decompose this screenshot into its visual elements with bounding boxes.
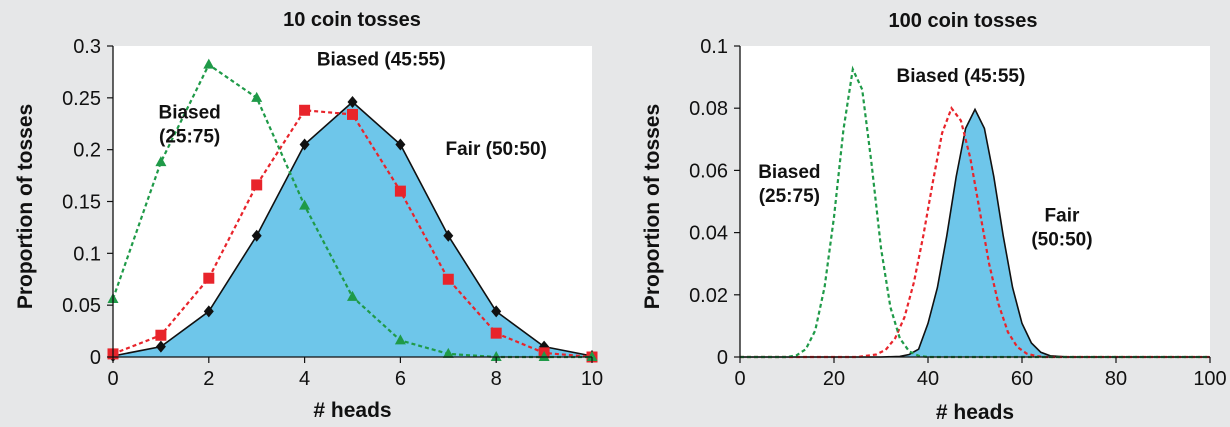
data-point-biased-25-75-1 [155, 156, 167, 167]
data-point-biased-25-75-6 [394, 334, 406, 345]
y-axis-label: Proportion of tosses [641, 104, 664, 309]
data-point-biased-45-55-3 [251, 179, 263, 191]
x-tick-label: 4 [299, 368, 310, 390]
data-point-fair-50-50-5 [347, 95, 358, 108]
series-line-biased-45-55 [740, 105, 1210, 359]
series-line-biased-25-75 [740, 65, 1210, 359]
y-tick-label: 0.1 [700, 36, 728, 58]
annotation-line: Fair (50:50) [446, 139, 547, 160]
series-area-fair-50-50 [740, 109, 1210, 358]
series-area-fair-50-50 [113, 102, 592, 357]
annotation-fair-50-50: Fair (50:50) [446, 139, 547, 160]
y-tick-label: 0.15 [62, 192, 101, 214]
chart-title: 10 coin tosses [283, 9, 421, 31]
data-point-biased-45-55-6 [394, 185, 406, 197]
x-tick-label: 8 [491, 368, 502, 390]
y-tick-label: 0.25 [62, 88, 101, 110]
series-biased-45-55 [740, 105, 1210, 359]
annotation-line: Biased (45:55) [896, 66, 1025, 87]
data-point-biased-25-75-5 [347, 290, 358, 301]
annotation-fair-50-50: Fair (50:50) [1031, 206, 1092, 251]
annotation-biased-45-55: Biased (45:55) [317, 50, 446, 71]
data-point-biased-25-75-9 [538, 351, 550, 361]
data-point-biased-45-55-4 [299, 104, 311, 116]
x-tick-label: 20 [823, 368, 845, 390]
annotation-biased-25-75: Biased (25:75) [158, 103, 220, 148]
annotation-biased-25-75: Biased (25:75) [758, 162, 820, 207]
chart-10-coin-tosses: 0 0.05 0.1 0.15 0.2 0.25 0.3 0 2 4 6 8 10 10 coin tos… [14, 9, 603, 422]
data-point-biased-45-55-1 [155, 329, 167, 341]
y-tick-label: 0.04 [689, 223, 728, 245]
data-point-biased-45-55-8 [490, 327, 502, 339]
data-point-fair-50-50-6 [395, 138, 406, 151]
y-tick-label: 0 [717, 347, 728, 369]
y-tick-label: 0.05 [62, 295, 101, 317]
data-point-biased-45-55-5 [347, 108, 358, 120]
annotation-line: Biased [158, 103, 220, 124]
y-tick-label: 0.06 [689, 160, 728, 182]
series-biased-25-75 [740, 65, 1210, 359]
y-tick-label: 0.1 [73, 243, 101, 265]
annotation-line: (25:75) [759, 186, 820, 207]
data-point-fair-50-50-1 [155, 340, 166, 353]
data-point-fair-50-50-3 [251, 229, 262, 242]
series-biased-25-75 [107, 58, 598, 361]
x-tick-label: 0 [107, 368, 118, 390]
data-point-biased-25-75-4 [299, 199, 311, 210]
annotation-line: Biased [758, 162, 820, 183]
data-point-biased-25-75-2 [203, 58, 215, 69]
y-tick-label: 0.02 [689, 285, 728, 307]
x-tick-label: 10 [581, 368, 603, 390]
annotation-biased-45-55: Biased (45:55) [896, 66, 1025, 87]
data-point-fair-50-50-8 [491, 305, 502, 318]
y-tick-label: 0 [90, 347, 101, 369]
y-axis-label: Proportion of tosses [14, 104, 37, 309]
data-point-fair-50-50-4 [299, 138, 310, 151]
chart-title: 100 coin tosses [889, 10, 1038, 32]
data-point-biased-25-75-10 [586, 351, 598, 361]
x-tick-label: 0 [734, 368, 745, 390]
annotation-line: (25:75) [159, 127, 220, 148]
x-axis-label: # heads [313, 399, 391, 422]
annotation-line: Fair [1045, 206, 1080, 227]
y-tick-label: 0.3 [73, 36, 101, 58]
data-point-biased-45-55-2 [203, 272, 215, 284]
y-tick-label: 0.2 [73, 140, 101, 162]
y-tick-label: 0.08 [689, 98, 728, 120]
x-tick-label: 100 [1193, 368, 1226, 390]
x-tick-label: 80 [1105, 368, 1127, 390]
data-point-biased-25-75-3 [251, 91, 263, 102]
data-point-fair-50-50-2 [203, 305, 214, 318]
data-point-biased-25-75-7 [442, 347, 454, 358]
data-point-biased-25-75-8 [490, 351, 502, 361]
x-tick-label: 60 [1011, 368, 1033, 390]
x-tick-label: 2 [203, 368, 214, 390]
data-point-fair-50-50-7 [443, 229, 454, 242]
annotation-line: (50:50) [1031, 230, 1092, 251]
x-axis-label: # heads [936, 401, 1014, 424]
data-point-biased-45-55-7 [442, 273, 454, 285]
x-tick-label: 40 [917, 368, 939, 390]
chart-100-coin-tosses: 0 0.02 0.04 0.06 0.08 0.1 0 20 40 60 80 100 100 coin… [641, 10, 1227, 424]
x-tick-label: 6 [395, 368, 406, 390]
annotation-line: Biased (45:55) [317, 50, 446, 71]
